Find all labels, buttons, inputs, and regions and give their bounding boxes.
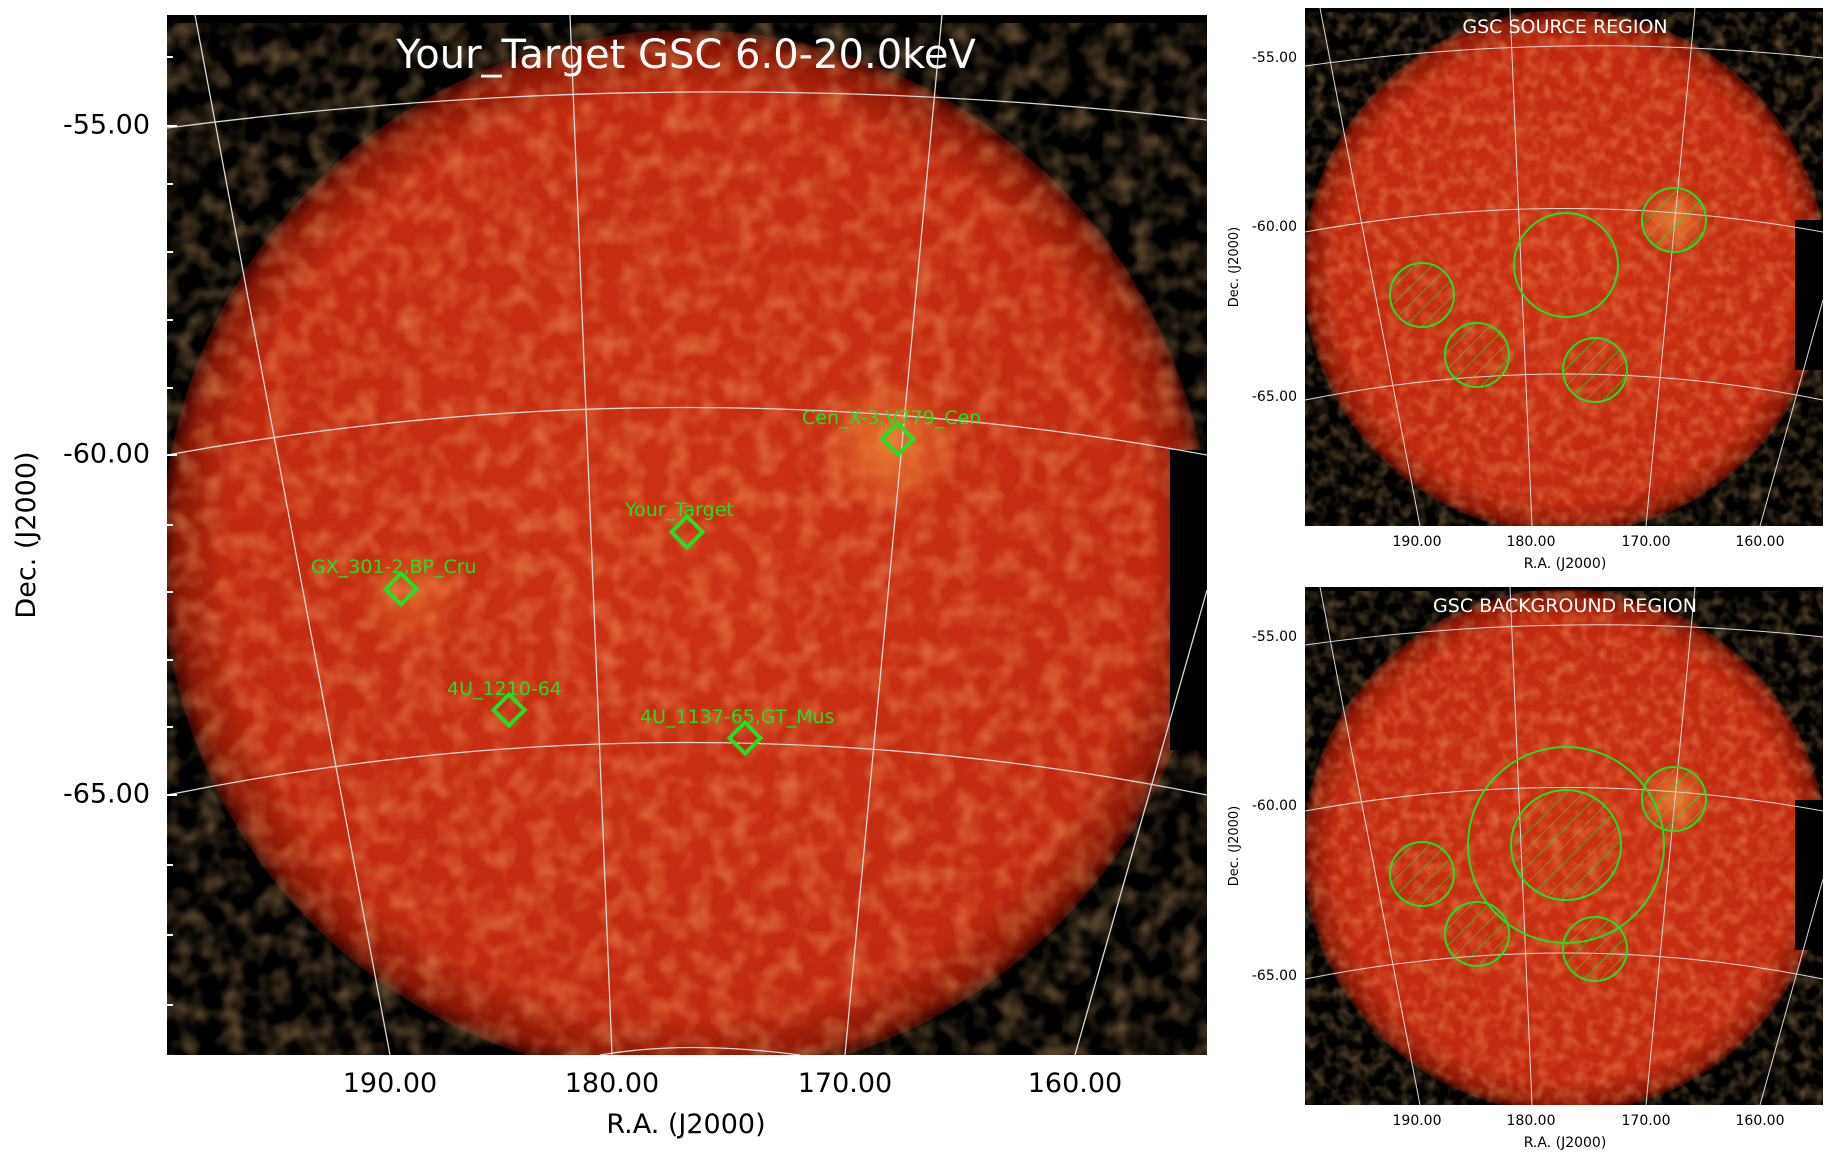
main-xtick-160: 160.00 [1028,1068,1122,1099]
label-gx301: GX_301-2,BP_Cru [311,556,477,578]
source-region-panel: GSC SOURCE REGION -55.00 -60.00 -65.00 1… [1227,8,1823,572]
main-grid-dec-60 [167,406,1207,456]
bkg-exclusion-cen[interactable] [1641,766,1707,832]
src-grid-ra-170 [1645,8,1696,526]
src-exclusion-cen[interactable] [1641,187,1707,253]
src-ytick-55: -55.00 [1252,50,1297,66]
marker-4u1137[interactable] [726,719,764,757]
bkg-edge-cut [1795,800,1823,950]
bkg-ytick-65: -65.00 [1252,968,1297,984]
main-grid-ra-180 [569,15,613,1055]
main-panel: Cen_X-3,V779_Cen Your_Target GX_301-2,BP… [11,15,1207,1140]
bkg-exclusion-4u1137[interactable] [1562,916,1628,982]
src-exclusion-4u1137[interactable] [1562,337,1628,403]
main-ylabel: Dec. (J2000) [11,451,42,618]
src-xtick-170: 170.00 [1622,534,1671,550]
main-grid-ra-170 [844,15,943,1055]
label-cen-x3: Cen_X-3,V779_Cen [802,407,981,429]
bkg-grid-dec-60 [1305,787,1823,812]
bkg-grid-dec-55 [1305,624,1823,646]
src-grid-dec-60 [1305,208,1823,233]
src-xtick-160: 160.00 [1736,534,1785,550]
src-grid-ra-190 [1319,8,1421,526]
main-grid-dec-70 [599,1046,801,1055]
src-grid-ra-180 [1509,8,1533,526]
bkg-ylabel: Dec. (J2000) [1227,806,1242,886]
bkg-exclusion-4u1210[interactable] [1444,901,1510,967]
bkg-xtick-190: 190.00 [1393,1113,1442,1129]
bkg-target-exclusion[interactable] [1510,789,1622,901]
src-exclusion-4u1210[interactable] [1444,322,1510,388]
bkg-grid-ra-170 [1645,587,1696,1105]
bkg-ytick-55: -55.00 [1252,629,1297,645]
bkg-xlabel: R.A. (J2000) [1524,1135,1607,1151]
marker-cen-x3[interactable] [879,420,917,458]
main-xtick-170: 170.00 [798,1068,892,1099]
marker-your-target[interactable] [668,513,706,551]
bkg-xtick-180: 180.00 [1507,1113,1556,1129]
src-ytick-60: -60.00 [1252,219,1297,235]
label-4u1210: 4U_1210-64 [447,678,562,700]
bkg-xtick-160: 160.00 [1736,1113,1785,1129]
main-ytick-55: -55.00 [63,110,150,141]
src-target-circle[interactable] [1513,212,1619,318]
main-sky-texture [167,23,1207,1055]
src-xtick-190: 190.00 [1393,534,1442,550]
bkg-xtick-170: 170.00 [1622,1113,1671,1129]
main-title: Your_Target GSC 6.0-20.0keV [395,32,976,78]
main-xtick-190: 190.00 [343,1068,437,1099]
src-ylabel: Dec. (J2000) [1227,227,1242,307]
src-xlabel: R.A. (J2000) [1524,556,1607,572]
src-edge-cut [1795,220,1823,370]
src-ytick-65: -65.00 [1252,389,1297,405]
label-4u1137: 4U_1137-65,GT_Mus [640,706,834,728]
main-xlabel: R.A. (J2000) [606,1109,765,1140]
bkg-ytick-60: -60.00 [1252,798,1297,814]
bkg-title: GSC BACKGROUND REGION [1433,595,1697,617]
main-ytick-65: -65.00 [63,779,150,810]
main-grid-dec-65 [167,741,1207,796]
src-xtick-180: 180.00 [1507,534,1556,550]
main-ytick-60: -60.00 [63,439,150,470]
bkg-grid-ra-160 [1759,878,1823,1105]
src-grid-ra-160 [1759,299,1823,526]
main-xtick-180: 180.00 [565,1068,659,1099]
main-grid-ra-160 [1074,589,1207,1055]
src-sky-texture [1305,12,1823,526]
marker-4u1210[interactable] [490,691,528,729]
src-exclusion-gx301[interactable] [1389,262,1455,328]
bkg-grid-ra-190 [1319,587,1421,1105]
label-your-target: Your_Target [624,499,734,521]
src-title: GSC SOURCE REGION [1462,16,1667,38]
marker-gx301[interactable] [382,570,420,608]
bkg-exclusion-gx301[interactable] [1389,841,1455,907]
background-region-panel: GSC BACKGROUND REGION -55.00 -60.00 -65.… [1227,587,1823,1151]
src-grid-dec-55 [1305,45,1823,67]
main-grid-ra-190 [194,15,391,1055]
main-grid-dec-55 [167,91,1207,129]
